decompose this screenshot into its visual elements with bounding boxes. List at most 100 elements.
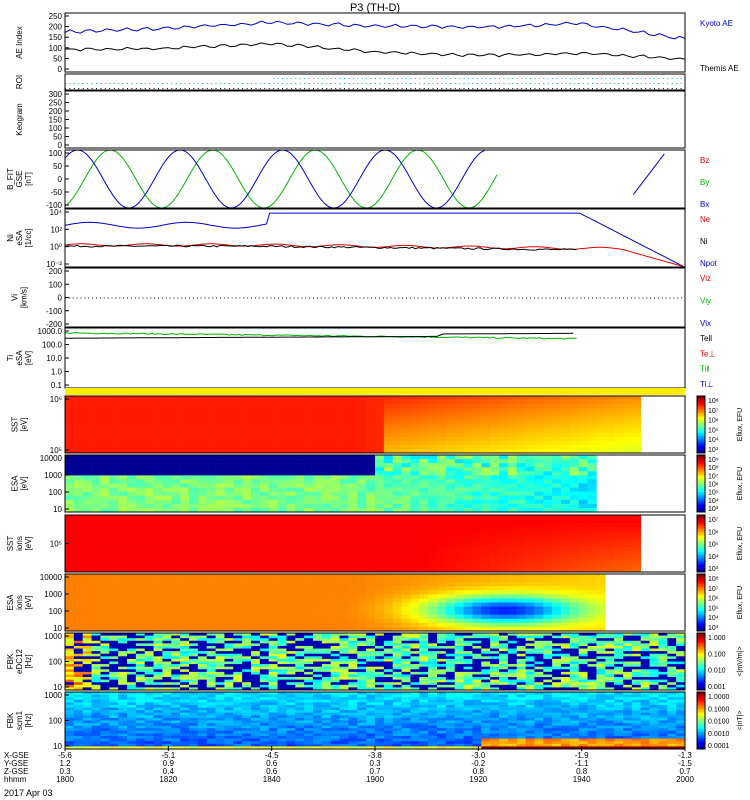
spec-cell bbox=[472, 610, 482, 616]
spec-cell bbox=[375, 463, 385, 468]
spec-cell bbox=[100, 669, 110, 673]
spec-cell bbox=[251, 527, 261, 532]
spec-cell bbox=[224, 622, 234, 628]
spec-cell bbox=[144, 687, 154, 691]
roi-dot bbox=[662, 78, 664, 79]
spec-cell bbox=[543, 547, 553, 552]
roi-dot bbox=[383, 78, 385, 79]
spec-cell bbox=[330, 396, 340, 401]
spec-cell bbox=[109, 440, 119, 446]
spec-cell bbox=[392, 420, 402, 425]
spec-cell bbox=[410, 574, 420, 579]
spec-cell bbox=[437, 428, 447, 433]
spec-cell bbox=[463, 531, 473, 536]
vi-zero-dot bbox=[549, 297, 551, 299]
spec-cell bbox=[304, 495, 314, 501]
spec-cell bbox=[295, 491, 305, 497]
spec-cell bbox=[472, 606, 482, 611]
spec-cell bbox=[605, 448, 615, 454]
vi-zero-dot bbox=[119, 297, 121, 299]
spec-cell bbox=[82, 448, 92, 454]
panel-6-ylabel-line: Ti bbox=[6, 355, 15, 362]
spec-cell bbox=[499, 606, 509, 611]
spec-cell bbox=[392, 582, 402, 587]
spec-cell bbox=[215, 594, 225, 599]
spec-cell bbox=[171, 459, 181, 464]
roi-dot bbox=[162, 83, 164, 84]
spec-cell bbox=[109, 519, 119, 524]
roi-dot bbox=[82, 83, 84, 84]
roi-dot bbox=[87, 88, 89, 89]
spec-cell bbox=[189, 444, 199, 450]
spec-cell bbox=[313, 491, 323, 497]
spec-cell bbox=[578, 444, 588, 450]
spec-cell bbox=[224, 586, 234, 591]
spec-cell bbox=[561, 523, 571, 528]
spec-cell bbox=[543, 424, 553, 429]
spec-cell bbox=[596, 424, 606, 429]
spec-cell bbox=[525, 531, 535, 536]
spec-cell bbox=[534, 531, 544, 536]
spec-cell bbox=[259, 578, 270, 583]
roi-dot bbox=[237, 88, 239, 89]
spec-cell bbox=[259, 671, 270, 675]
spec-cell bbox=[233, 645, 243, 649]
spec-cell bbox=[587, 535, 597, 540]
roi-dot bbox=[556, 78, 558, 79]
spec-cell bbox=[144, 590, 154, 595]
spec-cell bbox=[251, 420, 261, 425]
spec-cell bbox=[268, 669, 278, 673]
spec-cell bbox=[445, 491, 456, 497]
spec-cell bbox=[348, 648, 358, 652]
roi-dot bbox=[304, 83, 306, 84]
spec-cell bbox=[162, 578, 172, 583]
vi-zero-dot bbox=[262, 297, 264, 299]
spec-cell bbox=[596, 535, 606, 540]
roi-dot bbox=[631, 88, 633, 89]
spec-cell bbox=[242, 400, 252, 405]
spec-cell bbox=[499, 547, 509, 552]
spec-cell bbox=[348, 651, 358, 655]
spec-cell bbox=[189, 495, 199, 501]
spec-cell bbox=[153, 594, 163, 599]
spec-cell bbox=[410, 527, 420, 532]
spec-cell bbox=[339, 582, 349, 587]
panel-5-tick-label: 100 bbox=[49, 280, 63, 289]
spec-cell bbox=[277, 479, 287, 484]
spec-cell bbox=[534, 523, 544, 528]
spec-cell bbox=[180, 626, 190, 632]
spec-cell bbox=[197, 582, 208, 587]
spec-cell bbox=[242, 507, 252, 513]
spec-cell bbox=[118, 487, 128, 492]
spec-cell bbox=[73, 491, 84, 497]
spec-cell bbox=[286, 463, 296, 468]
spec-cell bbox=[127, 432, 137, 438]
spec-cell bbox=[445, 527, 456, 532]
spec-cell bbox=[180, 475, 190, 480]
spec-cell bbox=[366, 664, 376, 667]
spec-cell bbox=[91, 515, 101, 520]
spec-cell bbox=[534, 499, 544, 505]
spec-cell bbox=[118, 535, 128, 540]
spec-cell bbox=[162, 531, 172, 536]
panel-1: ROI bbox=[15, 73, 686, 91]
spec-cell bbox=[348, 404, 358, 409]
spec-cell bbox=[304, 416, 314, 421]
spec-cell bbox=[197, 535, 208, 540]
spec-cell bbox=[437, 471, 447, 476]
spec-cell bbox=[162, 507, 172, 513]
spec-cell bbox=[366, 640, 376, 644]
spec-cell bbox=[357, 483, 367, 488]
vi-zero-dot bbox=[398, 297, 400, 299]
panel-2-tick-label: 0 bbox=[58, 141, 63, 150]
spec-cell bbox=[375, 412, 385, 417]
spec-cell bbox=[135, 567, 146, 573]
spec-cell bbox=[215, 618, 225, 624]
spec-cell bbox=[454, 567, 464, 573]
spec-cell bbox=[375, 543, 385, 548]
spec-cell bbox=[268, 648, 278, 652]
roi-dot bbox=[569, 88, 571, 89]
panel-4-tick-label: 10⁰ bbox=[50, 243, 62, 252]
spec-cell bbox=[543, 396, 553, 401]
spec-cell bbox=[366, 610, 376, 616]
